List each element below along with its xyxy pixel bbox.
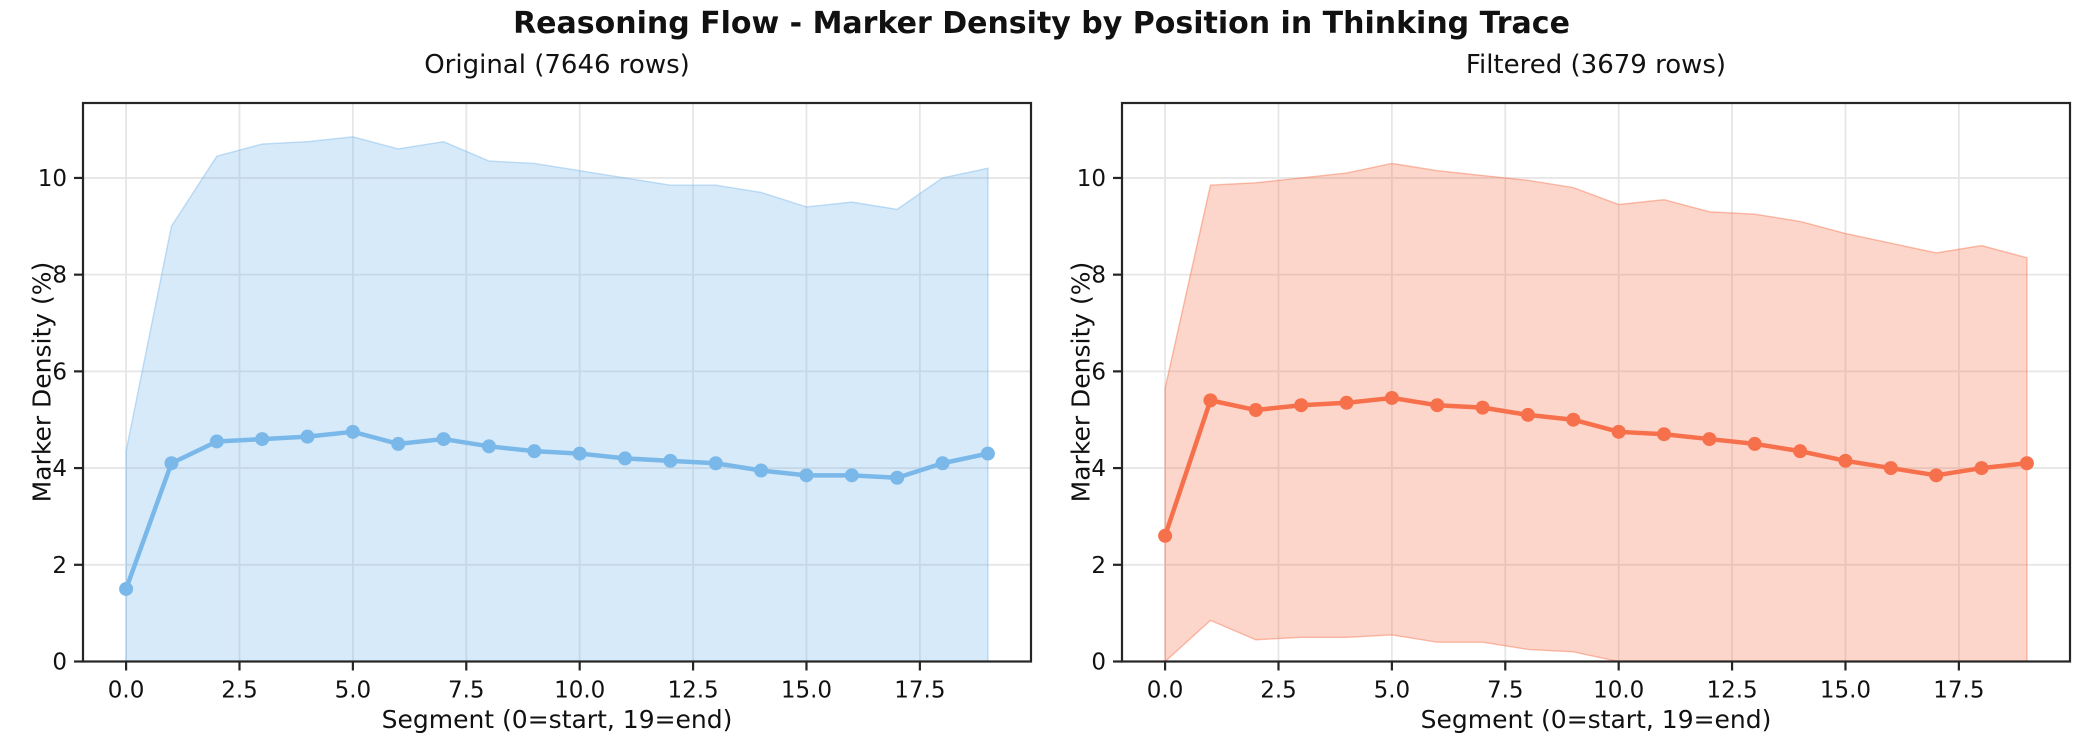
- y-tick-label: 8: [52, 263, 67, 289]
- x-tick-label: 15.0: [781, 678, 832, 704]
- x-tick-label: 15.0: [1820, 678, 1871, 704]
- data-point-marker: [1657, 427, 1672, 442]
- data-point-marker: [119, 581, 134, 596]
- y-tick-label: 10: [38, 166, 67, 192]
- data-point-marker: [1158, 528, 1173, 543]
- std-band-area: [125, 136, 989, 663]
- x-tick-label: 12.5: [667, 678, 718, 704]
- data-point-marker: [1520, 407, 1535, 422]
- subplot-title-filtered: Filtered (3679 rows): [1465, 50, 1727, 80]
- y-axis-label-filtered: Marker Density (%): [1066, 261, 1096, 503]
- y-tick-label: 2: [1091, 553, 1106, 579]
- figure-title: Reasoning Flow - Marker Density by Posit…: [513, 6, 1570, 41]
- data-point-marker: [436, 432, 451, 447]
- x-tick-label: 12.5: [1706, 678, 1757, 704]
- data-point-marker: [1203, 393, 1218, 408]
- x-tick-label: 17.5: [1933, 678, 1984, 704]
- x-tick-label: 0.0: [108, 678, 145, 704]
- data-point-marker: [527, 444, 542, 459]
- data-point-marker: [164, 456, 179, 471]
- data-point-marker: [345, 424, 360, 439]
- data-point-marker: [980, 446, 995, 461]
- data-point-marker: [300, 429, 315, 444]
- y-tick-label: 6: [52, 359, 67, 385]
- data-point-marker: [1974, 461, 1989, 476]
- y-tick-label: 0: [52, 650, 67, 676]
- data-point-marker: [1248, 403, 1263, 418]
- y-tick-label: 4: [52, 456, 67, 482]
- data-point-marker: [1339, 395, 1354, 410]
- axis-ticks: 0.0 2.5 5.0 7.5 10.0 12.5 15.0 17.5 0 2 4 6 8 10: [38, 166, 946, 704]
- line-chart-original: 0.0 2.5 5.0 7.5 10.0 12.5 15.0 17.5 0 2 4 6 8 10: [38, 101, 1033, 704]
- y-axis-label-original: Marker Density (%): [27, 261, 57, 503]
- y-tick-label: 8: [1091, 263, 1106, 289]
- data-point-marker: [663, 453, 678, 468]
- data-point-marker: [754, 463, 769, 478]
- data-point-marker: [1430, 398, 1445, 413]
- data-point-marker: [391, 436, 406, 451]
- data-point-marker: [618, 451, 633, 466]
- axis-ticks: 0.0 2.5 5.0 7.5 10.0 12.5 15.0 17.5 0 2 4 6 8 10: [1077, 166, 1985, 704]
- data-point-marker: [708, 456, 723, 471]
- x-tick-label: 7.5: [448, 678, 485, 704]
- data-point-marker: [1883, 461, 1898, 476]
- data-point-marker: [209, 434, 224, 449]
- data-point-marker: [844, 468, 859, 483]
- x-tick-label: 10.0: [1593, 678, 1644, 704]
- mean-line: [123, 429, 989, 590]
- x-tick-label: 7.5: [1487, 678, 1524, 704]
- data-point-marker: [1793, 444, 1808, 459]
- data-point-marker: [1702, 432, 1717, 447]
- y-tick-label: 10: [1077, 166, 1106, 192]
- y-tick-label: 0: [1091, 650, 1106, 676]
- data-point-marker: [1611, 424, 1626, 439]
- data-point-markers: [119, 424, 995, 596]
- data-point-marker: [2019, 456, 2034, 471]
- data-point-marker: [1747, 436, 1762, 451]
- x-tick-label: 10.0: [554, 678, 605, 704]
- subplot-title-original: Original (7646 rows): [424, 50, 690, 80]
- x-axis-label-filtered: Segment (0=start, 19=end): [1420, 705, 1772, 734]
- std-band-area: [1164, 162, 2028, 664]
- data-point-markers: [1158, 390, 2034, 543]
- data-point-marker: [1384, 390, 1399, 405]
- data-point-marker: [1838, 453, 1853, 468]
- data-point-marker: [1294, 398, 1309, 413]
- x-tick-label: 5.0: [335, 678, 372, 704]
- data-point-marker: [935, 456, 950, 471]
- axes-spines: [81, 101, 1033, 663]
- y-tick-label: 6: [1091, 359, 1106, 385]
- data-point-marker: [1475, 400, 1490, 415]
- x-axis-label-original: Segment (0=start, 19=end): [381, 705, 733, 734]
- x-tick-label: 5.0: [1374, 678, 1411, 704]
- line-chart-filtered: 0.0 2.5 5.0 7.5 10.0 12.5 15.0 17.5 0 2 4 6 8 10: [1077, 101, 2072, 704]
- data-point-marker: [481, 439, 496, 454]
- data-point-marker: [255, 432, 270, 447]
- x-tick-label: 2.5: [221, 678, 258, 704]
- data-point-marker: [572, 446, 587, 461]
- y-tick-label: 2: [52, 553, 67, 579]
- data-point-marker: [799, 468, 814, 483]
- data-point-marker: [1566, 412, 1581, 427]
- x-tick-label: 0.0: [1147, 678, 1184, 704]
- data-point-marker: [890, 470, 905, 485]
- x-tick-label: 2.5: [1260, 678, 1297, 704]
- x-tick-label: 17.5: [894, 678, 945, 704]
- data-point-marker: [1929, 468, 1944, 483]
- mean-line: [1162, 395, 2028, 537]
- y-tick-label: 4: [1091, 456, 1106, 482]
- axes-spines: [1120, 101, 2072, 663]
